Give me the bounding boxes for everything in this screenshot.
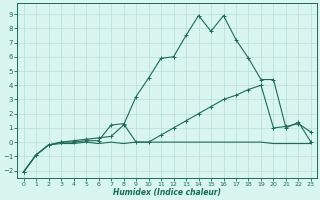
X-axis label: Humidex (Indice chaleur): Humidex (Indice chaleur) [113, 188, 221, 197]
